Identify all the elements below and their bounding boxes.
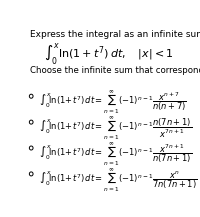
Text: $\int_0^x \ln(1+t^7)\,dt,\quad |x|<1$: $\int_0^x \ln(1+t^7)\,dt,\quad |x|<1$ [44, 41, 173, 67]
Text: $\int_0^x\!\ln(1\!+\!t^7)\,dt = \sum_{n=1}^{\infty}(-1)^{n-1}\dfrac{x^{n+7}}{n(n: $\int_0^x\!\ln(1\!+\!t^7)\,dt = \sum_{n=… [39, 89, 187, 116]
Text: $\int_0^x\!\ln(1\!+\!t^7)\,dt = \sum_{n=1}^{\infty}(-1)^{n-1}\dfrac{n(7n+1)}{x^{: $\int_0^x\!\ln(1\!+\!t^7)\,dt = \sum_{n=… [39, 115, 192, 142]
Text: Choose the infinite sum that corresponds to the integral.: Choose the infinite sum that corresponds… [30, 66, 200, 75]
Text: $\int_0^x\!\ln(1\!+\!t^7)\,dt = \sum_{n=1}^{\infty}(-1)^{n-1}\dfrac{x^{7n+1}}{n(: $\int_0^x\!\ln(1\!+\!t^7)\,dt = \sum_{n=… [39, 140, 192, 168]
Text: $\int_0^x\!\ln(1\!+\!t^7)\,dt = \sum_{n=1}^{\infty}(-1)^{n-1}\dfrac{x^{n}}{7n(7n: $\int_0^x\!\ln(1\!+\!t^7)\,dt = \sum_{n=… [39, 166, 197, 194]
Text: Express the integral as an infinite sum.: Express the integral as an infinite sum. [30, 30, 200, 39]
